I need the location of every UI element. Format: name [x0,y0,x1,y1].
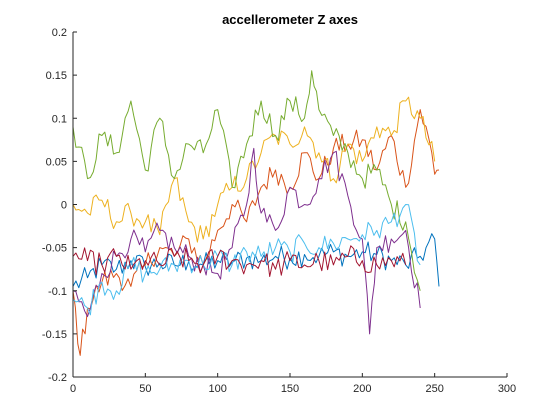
series-line-3 [72,96,436,243]
series-line-1 [72,233,440,289]
series-line-5 [72,70,421,291]
chart-title: accellerometer Z axes [222,12,358,27]
y-tick-label: 0.2 [52,27,67,39]
plot-area-background [73,32,507,377]
x-tick-label: 250 [425,383,443,395]
series-layer [72,70,440,356]
axes-layer: 0 50 100 150 200 250 300 -0.2 -0.15 -0.1 -0.05 0 0.0… [42,27,516,395]
x-tick-label: 0 [70,383,76,395]
series-line-6 [72,204,421,316]
x-tick-label: 300 [498,383,516,395]
y-tick-label: 0 [61,200,67,212]
series-line-7 [72,245,407,277]
y-tick-label: -0.15 [42,329,67,341]
series-line-4 [72,147,421,335]
y-tick-label: 0.1 [52,113,67,125]
x-tick-label: 200 [353,383,371,395]
y-tick-label: -0.2 [48,372,67,384]
y-tick-label: -0.05 [42,243,67,255]
y-tick-label: 0.15 [46,70,67,82]
x-tick-label: 100 [208,383,226,395]
y-tick-label: 0.05 [46,156,67,168]
y-tick-label: -0.1 [48,286,67,298]
series-line-2 [72,109,440,356]
x-tick-label: 150 [281,383,299,395]
x-tick-label: 50 [139,383,151,395]
